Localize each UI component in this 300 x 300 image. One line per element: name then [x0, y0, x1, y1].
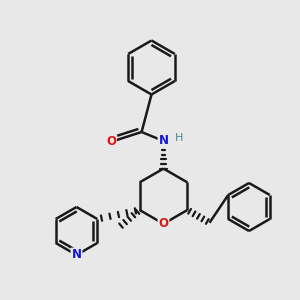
Text: N: N — [71, 248, 82, 262]
Text: H: H — [175, 133, 183, 143]
Text: O: O — [106, 135, 116, 148]
Text: N: N — [158, 134, 169, 148]
Text: O: O — [158, 217, 169, 230]
